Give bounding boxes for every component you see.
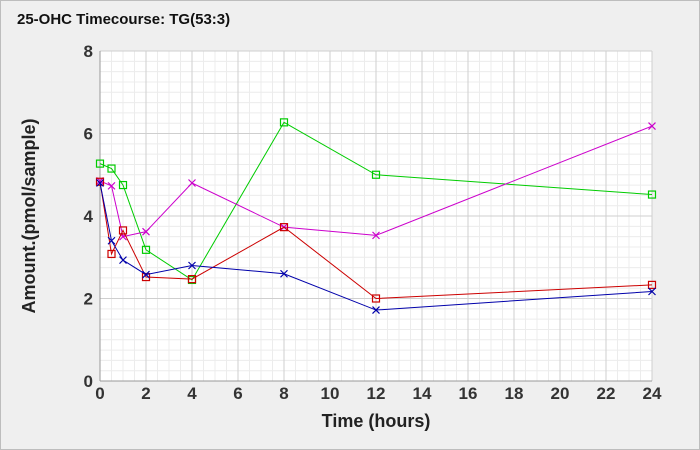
data-point-x xyxy=(96,179,104,187)
data-point-x xyxy=(648,287,656,296)
data-point-square xyxy=(107,164,116,173)
data-point-square xyxy=(371,170,381,179)
data-point-x xyxy=(107,181,116,190)
x-tick-label: 0 xyxy=(95,384,104,403)
x-tick-label: 18 xyxy=(505,384,524,403)
y-tick-label: 2 xyxy=(84,290,93,309)
data-point-x xyxy=(188,179,196,187)
data-point-x xyxy=(280,269,288,278)
y-tick-labels: 0 2 4 6 8 xyxy=(84,42,94,391)
data-point-x xyxy=(188,261,196,270)
data-point-x xyxy=(648,122,656,130)
data-point-square xyxy=(187,275,197,284)
data-point-square xyxy=(118,180,128,190)
x-axis-label: Time (hours) xyxy=(322,411,431,431)
series-line xyxy=(99,125,653,238)
data-point-x xyxy=(142,227,150,236)
x-tick-label: 24 xyxy=(643,384,662,403)
series-3 xyxy=(95,177,657,303)
x-tick-label: 16 xyxy=(459,384,478,403)
data-point-square xyxy=(279,118,289,127)
y-tick-label: 6 xyxy=(84,125,93,144)
x-tick-label: 4 xyxy=(187,384,197,403)
x-tick-label: 14 xyxy=(413,384,432,403)
x-tick-label: 12 xyxy=(367,384,386,403)
x-tick-label: 10 xyxy=(321,384,340,403)
x-tick-label: 2 xyxy=(141,384,150,403)
data-point-x xyxy=(372,306,380,314)
x-tick-labels: 0 2 4 6 8 10 12 14 16 18 20 22 24 xyxy=(95,384,662,403)
y-tick-label: 4 xyxy=(84,207,94,226)
x-tick-label: 20 xyxy=(551,384,570,403)
y-tick-label: 0 xyxy=(84,372,93,391)
chart-title: 25-OHC Timecourse: TG(53:3) xyxy=(17,11,231,28)
data-point-x xyxy=(119,256,127,265)
data-point-square xyxy=(141,272,151,282)
data-point-square xyxy=(647,280,657,289)
data-point-square xyxy=(107,249,116,259)
data-point-square xyxy=(279,223,289,232)
x-tick-label: 6 xyxy=(233,384,242,403)
data-point-square xyxy=(371,294,381,303)
data-point-square xyxy=(647,190,657,199)
series-line xyxy=(99,121,653,281)
data-point-x xyxy=(142,270,150,279)
axes xyxy=(99,51,652,382)
data-point-x xyxy=(107,236,116,245)
data-point-x xyxy=(372,231,380,240)
data-point-square xyxy=(118,226,128,235)
x-tick-label: 22 xyxy=(597,384,616,403)
series-layer xyxy=(95,118,657,314)
data-point-square xyxy=(141,245,151,254)
series-4 xyxy=(96,179,656,314)
y-axis-label: Amount.(pmol/sample) xyxy=(19,118,39,313)
x-tick-label: 8 xyxy=(279,384,288,403)
series-line xyxy=(99,182,653,311)
series-1 xyxy=(95,118,657,285)
y-tick-label: 8 xyxy=(84,42,93,61)
data-point-square xyxy=(95,159,105,168)
